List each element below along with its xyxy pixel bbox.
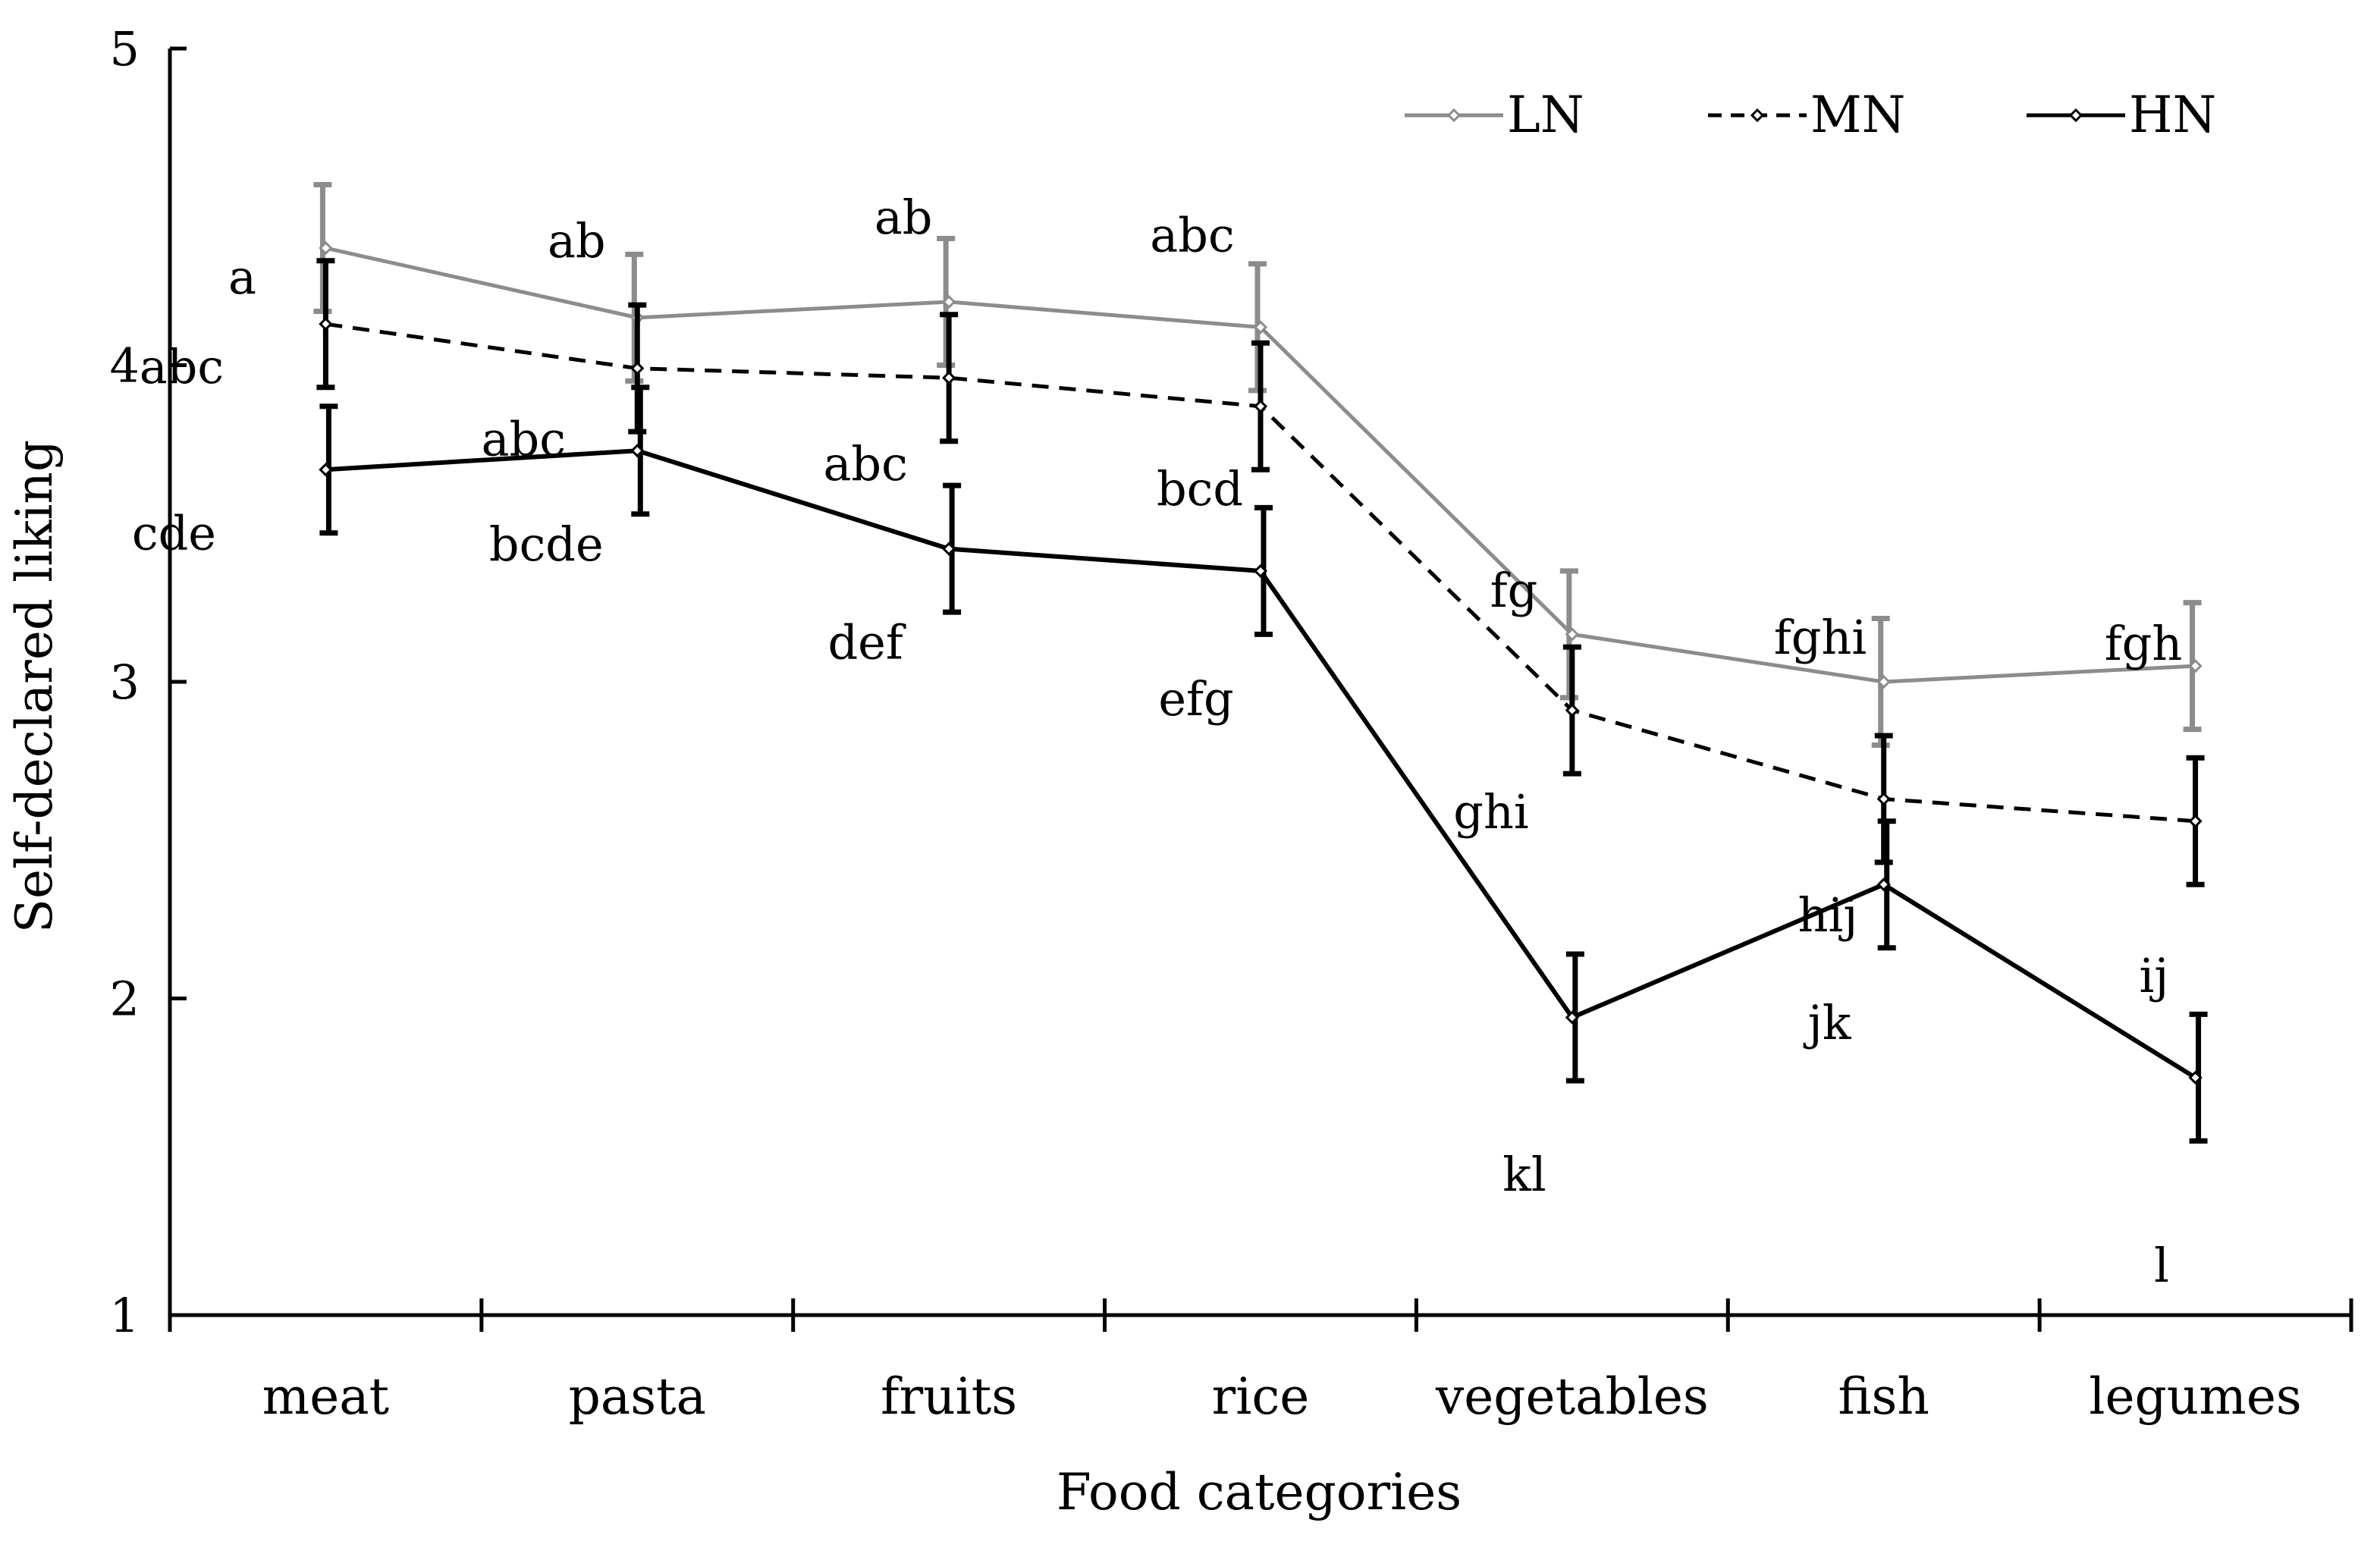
legend-label: MN (1810, 86, 1905, 144)
x-tick-label: legumes (2089, 1367, 2301, 1426)
data-point (1565, 703, 1579, 717)
y-tick-label: 2 (110, 972, 140, 1027)
significance-label-MN: ghi (1453, 784, 1528, 840)
legend-item-LN: LN (1405, 86, 1584, 144)
significance-label-MN: bcd (1157, 461, 1243, 516)
significance-label-HN: cde (132, 505, 216, 560)
significance-label-MN: ij (2139, 948, 2168, 1003)
significance-label-MN: hij (1798, 887, 1858, 943)
data-point (319, 240, 333, 256)
significance-label-HN: efg (1158, 671, 1233, 727)
y-tick-label: 3 (110, 655, 140, 710)
data-point (1565, 1010, 1579, 1025)
significance-label-LN: ab (548, 213, 606, 268)
data-point (1876, 792, 1891, 806)
data-point (2188, 659, 2203, 673)
series-HN (319, 385, 2208, 1144)
significance-label-HN: bcde (489, 516, 604, 572)
series-layer (313, 182, 2208, 1144)
significance-label-MN: abc (823, 436, 907, 491)
data-point (2188, 1070, 2203, 1085)
data-point (1253, 564, 1268, 578)
data-point (942, 371, 956, 385)
legend-item-HN: HN (2027, 86, 2216, 144)
y-axis-title: Self-declared liking (5, 440, 64, 933)
significance-label-LN: fghi (1774, 610, 1867, 665)
y-tick-label: 1 (110, 1288, 140, 1343)
data-point (319, 463, 333, 477)
data-point (630, 361, 645, 375)
data-point (630, 444, 645, 458)
data-point (942, 542, 956, 556)
x-tick-label: fruits (881, 1367, 1017, 1426)
significance-label-HN: jk (1804, 995, 1851, 1050)
data-point (2188, 814, 2203, 828)
x-tick-label: pasta (569, 1367, 706, 1426)
data-point (319, 317, 333, 331)
y-tick-label: 4 (110, 338, 140, 394)
series-LN (313, 182, 2203, 748)
significance-label-LN: ab (874, 190, 933, 245)
significance-label-HN: kl (1502, 1147, 1546, 1202)
legend-item-MN: MN (1708, 86, 1905, 144)
data-point (1253, 399, 1268, 413)
data-point (1876, 877, 1891, 892)
significance-label-LN: a (228, 250, 256, 305)
series-MN (316, 258, 2205, 887)
legend-marker (1446, 108, 1462, 123)
x-tick-label: meat (262, 1367, 390, 1426)
data-point (1253, 320, 1268, 334)
y-tick-label: 5 (110, 21, 140, 77)
x-axis-title: Food categories (1057, 1463, 1462, 1521)
significance-label-MN: abc (482, 412, 566, 467)
legend: LN MN HN (1405, 86, 2216, 144)
significance-label-LN: fg (1490, 563, 1538, 618)
significance-labels: a ab ab abc fg fghi fgh abc abc abc bcd ghi hij ij cde… (132, 190, 2182, 1293)
legend-label: LN (1507, 86, 1584, 144)
legend-marker (1750, 108, 1765, 123)
x-tick-label: rice (1212, 1367, 1310, 1426)
data-point (1565, 627, 1579, 642)
x-tick-label: vegetables (1435, 1367, 1709, 1426)
significance-label-MN: abc (140, 339, 224, 394)
significance-label-HN: def (827, 615, 906, 670)
significance-label-LN: fgh (2105, 616, 2183, 671)
significance-label-HN: l (2154, 1238, 2169, 1293)
significance-label-LN: abc (1150, 207, 1234, 262)
series-line (325, 448, 2197, 1080)
data-point (1876, 674, 1891, 689)
legend-marker (2068, 108, 2083, 123)
x-tick-label: fish (1838, 1367, 1929, 1426)
legend-label: HN (2129, 86, 2216, 144)
data-point (942, 294, 956, 309)
